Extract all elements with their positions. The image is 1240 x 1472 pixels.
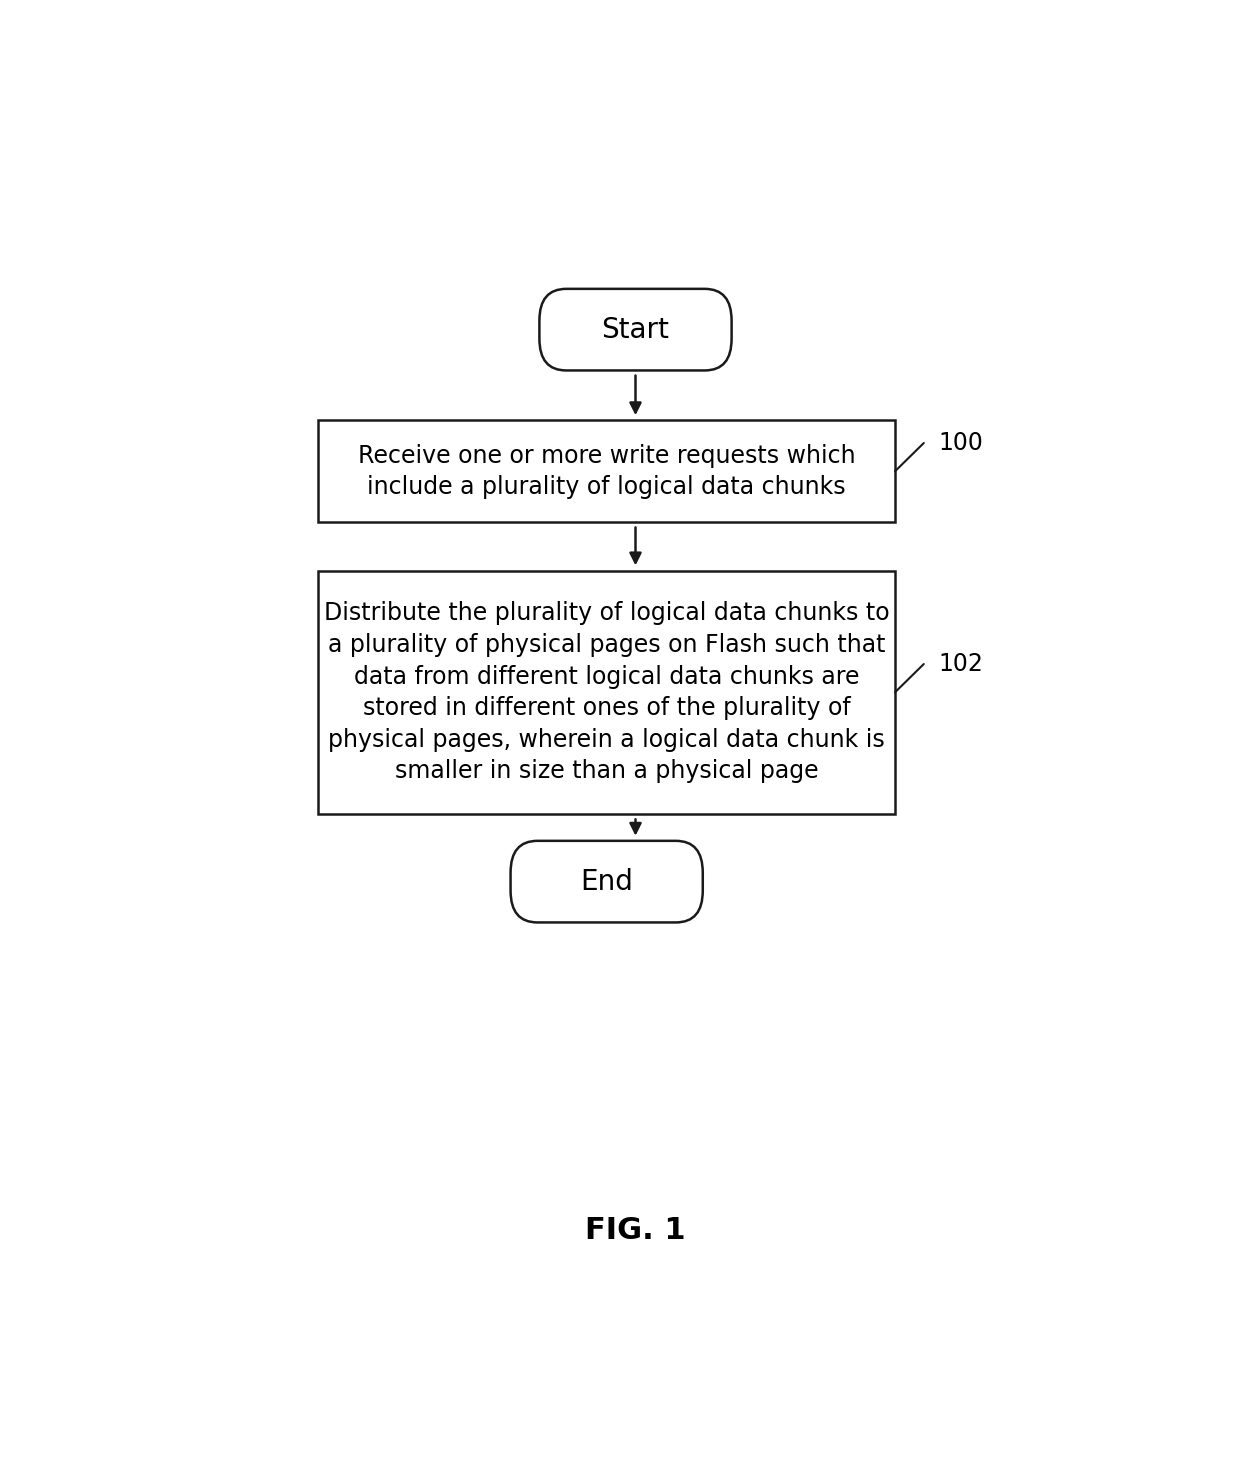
Text: FIG. 1: FIG. 1 [585,1216,686,1245]
Text: End: End [580,867,634,895]
Text: 102: 102 [939,652,983,676]
Text: Start: Start [601,315,670,343]
Text: Receive one or more write requests which
include a plurality of logical data chu: Receive one or more write requests which… [358,443,856,499]
Bar [319,421,895,523]
Text: 100: 100 [939,431,983,455]
FancyBboxPatch shape [539,289,732,371]
Bar [319,571,895,814]
FancyBboxPatch shape [511,841,703,923]
Text: Distribute the plurality of logical data chunks to
a plurality of physical pages: Distribute the plurality of logical data… [324,602,889,783]
